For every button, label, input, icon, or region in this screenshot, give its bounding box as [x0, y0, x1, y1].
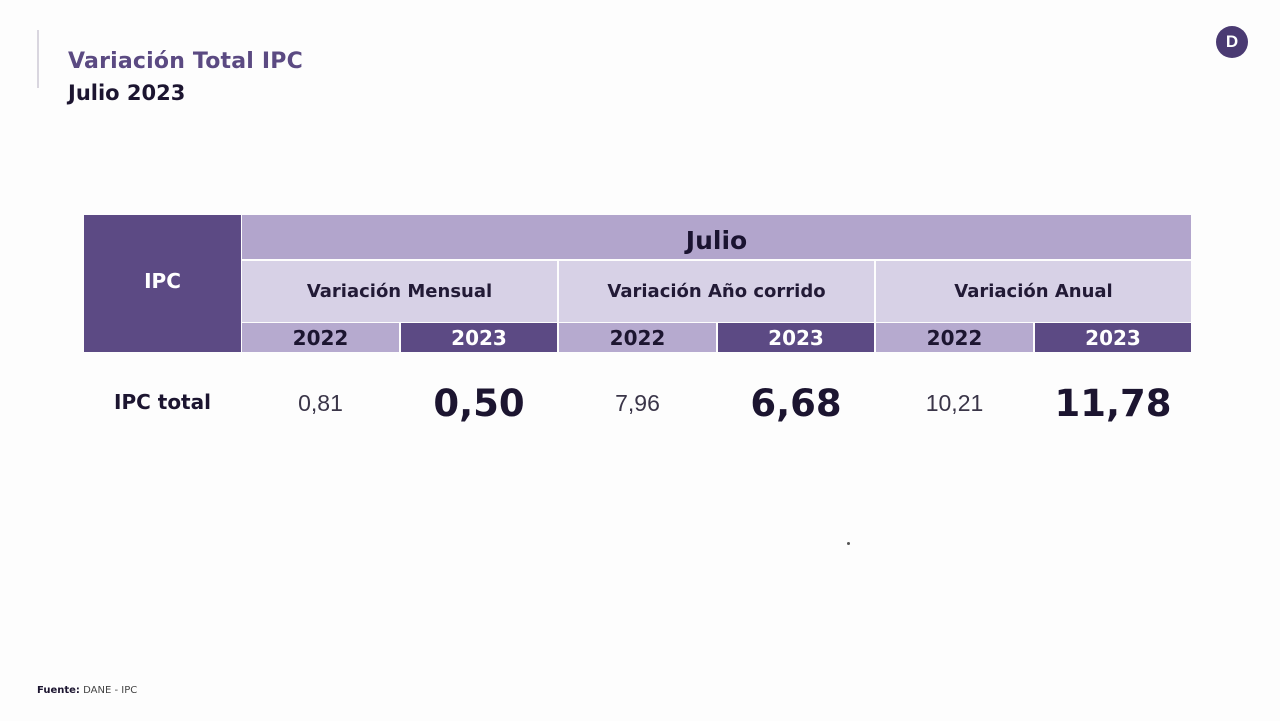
- value-ano-corrido-2022: 7,96: [615, 389, 660, 416]
- header-divider: [37, 30, 39, 88]
- group-header-anual: Variación Anual: [876, 261, 1191, 322]
- page-subtitle: Julio 2023: [68, 81, 186, 105]
- group-header-ano-corrido: Variación Año corrido: [559, 261, 874, 322]
- year-header-mensual-2022: 2022: [242, 323, 399, 352]
- page-title: Variación Total IPC: [68, 49, 303, 74]
- source-label: Fuente:: [37, 685, 80, 696]
- value-mensual-2022: 0,81: [298, 389, 343, 416]
- source-text: DANE - IPC: [83, 685, 138, 696]
- value-anual-2023: 11,78: [1054, 381, 1172, 425]
- row-label-ipc-total: IPC total: [114, 390, 211, 414]
- year-header-mensual-2023: 2023: [401, 323, 557, 352]
- month-header: Julio: [242, 215, 1191, 259]
- year-header-ano-corrido-2023: 2023: [718, 323, 874, 352]
- source-note: Fuente: DANE - IPC: [37, 685, 137, 696]
- year-header-ano-corrido-2022: 2022: [559, 323, 716, 352]
- table-corner-header: IPC: [84, 215, 241, 352]
- value-ano-corrido-2023: 6,68: [750, 381, 842, 425]
- value-mensual-2023: 0,50: [433, 381, 525, 425]
- group-header-mensual: Variación Mensual: [242, 261, 557, 322]
- value-anual-2022: 10,21: [925, 389, 984, 416]
- stray-dot: [847, 542, 850, 545]
- year-header-anual-2022: 2022: [876, 323, 1033, 352]
- year-header-anual-2023: 2023: [1035, 323, 1191, 352]
- dane-logo-icon: D: [1216, 26, 1248, 58]
